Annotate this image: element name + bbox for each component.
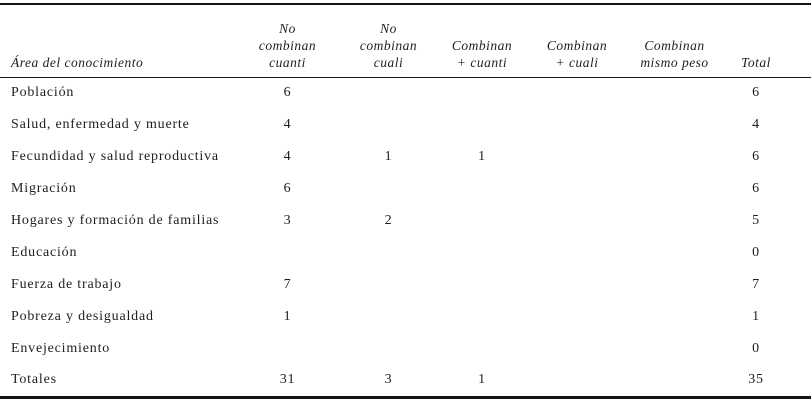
row-label: Hogares y formación de familias bbox=[11, 213, 220, 228]
table-row-pobreza: Pobreza y desigualdad 1 1 bbox=[0, 301, 811, 333]
cell-no-combinan-cuanti: 3 bbox=[283, 213, 292, 228]
row-label: Población bbox=[11, 85, 75, 101]
table-row-migracion: Migración 6 6 bbox=[0, 173, 811, 205]
cell-combinan-cuali bbox=[527, 365, 627, 397]
table-row-hogares: Hogares y formación de familias 3 2 5 bbox=[0, 205, 811, 237]
cell-no-combinan-cuanti: 6 bbox=[283, 85, 292, 101]
cell-total: 4 bbox=[752, 117, 760, 132]
cell-total: 0 bbox=[752, 341, 760, 356]
cell-total: 7 bbox=[752, 277, 760, 292]
cell-combinan-mismo-peso bbox=[627, 109, 722, 141]
table-row-fuerza-de-trabajo: Fuerza de trabajo 7 7 bbox=[0, 269, 811, 301]
cell-combinan-cuanti bbox=[437, 237, 527, 269]
cell-combinan-mismo-peso bbox=[627, 237, 722, 269]
cell-no-combinan-cuali bbox=[340, 301, 437, 333]
cell-combinan-cuali bbox=[527, 269, 627, 301]
cell-combinan-cuanti bbox=[437, 205, 527, 237]
cell-combinan-cuanti bbox=[437, 109, 527, 141]
cell-no-combinan-cuanti bbox=[235, 333, 340, 365]
cell-total: 6 bbox=[752, 181, 760, 196]
row-label: Pobreza y desigualdad bbox=[11, 309, 154, 324]
knowledge-area-methods-table: Área del conocimiento No combinan cuanti… bbox=[0, 3, 811, 399]
column-header-combinan-cuali: Combinan + cuali bbox=[527, 4, 627, 78]
cell-combinan-cuanti bbox=[437, 301, 527, 333]
row-label: Educación bbox=[11, 245, 78, 260]
table-header-row: Área del conocimiento No combinan cuanti… bbox=[0, 4, 811, 78]
column-header-combinan-cuanti: Combinan + cuanti bbox=[437, 4, 527, 78]
cell-total: 0 bbox=[752, 245, 760, 260]
table-row-fecundidad: Fecundidad y salud reproductiva 4 1 1 6 bbox=[0, 141, 811, 173]
row-label: Fuerza de trabajo bbox=[11, 277, 122, 292]
cell-combinan-mismo-peso bbox=[627, 141, 722, 173]
cell-total: 6 bbox=[752, 85, 760, 101]
cell-no-combinan-cuanti bbox=[235, 237, 340, 269]
cell-total: 5 bbox=[752, 213, 760, 228]
cell-no-combinan-cuali: 3 bbox=[384, 372, 393, 388]
cell-total: 6 bbox=[752, 149, 760, 164]
cell-combinan-cuanti bbox=[437, 269, 527, 301]
cell-no-combinan-cuanti: 6 bbox=[283, 181, 292, 196]
cell-combinan-cuanti: 1 bbox=[478, 149, 486, 164]
cell-total: 35 bbox=[748, 372, 764, 388]
cell-no-combinan-cuali bbox=[340, 269, 437, 301]
row-label: Totales bbox=[11, 372, 57, 388]
cell-combinan-cuali bbox=[527, 205, 627, 237]
cell-no-combinan-cuali bbox=[340, 237, 437, 269]
row-label: Migración bbox=[11, 181, 77, 196]
cell-no-combinan-cuali bbox=[340, 109, 437, 141]
cell-no-combinan-cuali bbox=[340, 333, 437, 365]
row-label: Fecundidad y salud reproductiva bbox=[11, 149, 219, 164]
table-row-educacion: Educación 0 bbox=[0, 237, 811, 269]
cell-no-combinan-cuanti: 4 bbox=[283, 117, 292, 132]
cell-no-combinan-cuanti: 7 bbox=[283, 277, 292, 292]
column-header-combinan-mismo-peso: Combinan mismo peso bbox=[627, 4, 722, 78]
cell-total: 1 bbox=[752, 309, 760, 324]
table-row-totales: Totales 31 3 1 35 bbox=[0, 365, 811, 397]
cell-combinan-cuali bbox=[527, 141, 627, 173]
cell-combinan-cuali bbox=[527, 301, 627, 333]
cell-no-combinan-cuanti: 4 bbox=[283, 149, 292, 164]
cell-combinan-mismo-peso bbox=[627, 77, 722, 109]
row-label: Salud, enfermedad y muerte bbox=[11, 117, 190, 132]
cell-combinan-cuanti: 1 bbox=[478, 372, 486, 388]
cell-combinan-cuali bbox=[527, 109, 627, 141]
cell-combinan-cuali bbox=[527, 237, 627, 269]
cell-combinan-mismo-peso bbox=[627, 173, 722, 205]
column-header-no-combinan-cuanti: No combinan cuanti bbox=[235, 4, 340, 78]
cell-no-combinan-cuali: 2 bbox=[384, 213, 393, 228]
table-row-envejecimiento: Envejecimiento 0 bbox=[0, 333, 811, 365]
cell-combinan-mismo-peso bbox=[627, 365, 722, 397]
row-label: Envejecimiento bbox=[11, 341, 111, 356]
table-row-salud: Salud, enfermedad y muerte 4 4 bbox=[0, 109, 811, 141]
cell-combinan-cuali bbox=[527, 333, 627, 365]
cell-combinan-mismo-peso bbox=[627, 205, 722, 237]
cell-no-combinan-cuali: 1 bbox=[384, 149, 393, 164]
cell-combinan-cuali bbox=[527, 77, 627, 109]
cell-no-combinan-cuali bbox=[340, 77, 437, 109]
cell-combinan-mismo-peso bbox=[627, 333, 722, 365]
column-header-area: Área del conocimiento bbox=[0, 4, 235, 78]
cell-combinan-mismo-peso bbox=[627, 269, 722, 301]
table-row-poblacion: Población 6 6 bbox=[0, 77, 811, 109]
cell-combinan-cuanti bbox=[437, 333, 527, 365]
column-header-total: Total bbox=[722, 4, 811, 78]
cell-combinan-cuanti bbox=[437, 77, 527, 109]
cell-no-combinan-cuanti: 31 bbox=[279, 372, 296, 388]
cell-combinan-cuanti bbox=[437, 173, 527, 205]
column-header-no-combinan-cuali: No combinan cuali bbox=[340, 4, 437, 78]
cell-combinan-cuali bbox=[527, 173, 627, 205]
cell-combinan-mismo-peso bbox=[627, 301, 722, 333]
cell-no-combinan-cuali bbox=[340, 173, 437, 205]
cell-no-combinan-cuanti: 1 bbox=[283, 309, 292, 324]
